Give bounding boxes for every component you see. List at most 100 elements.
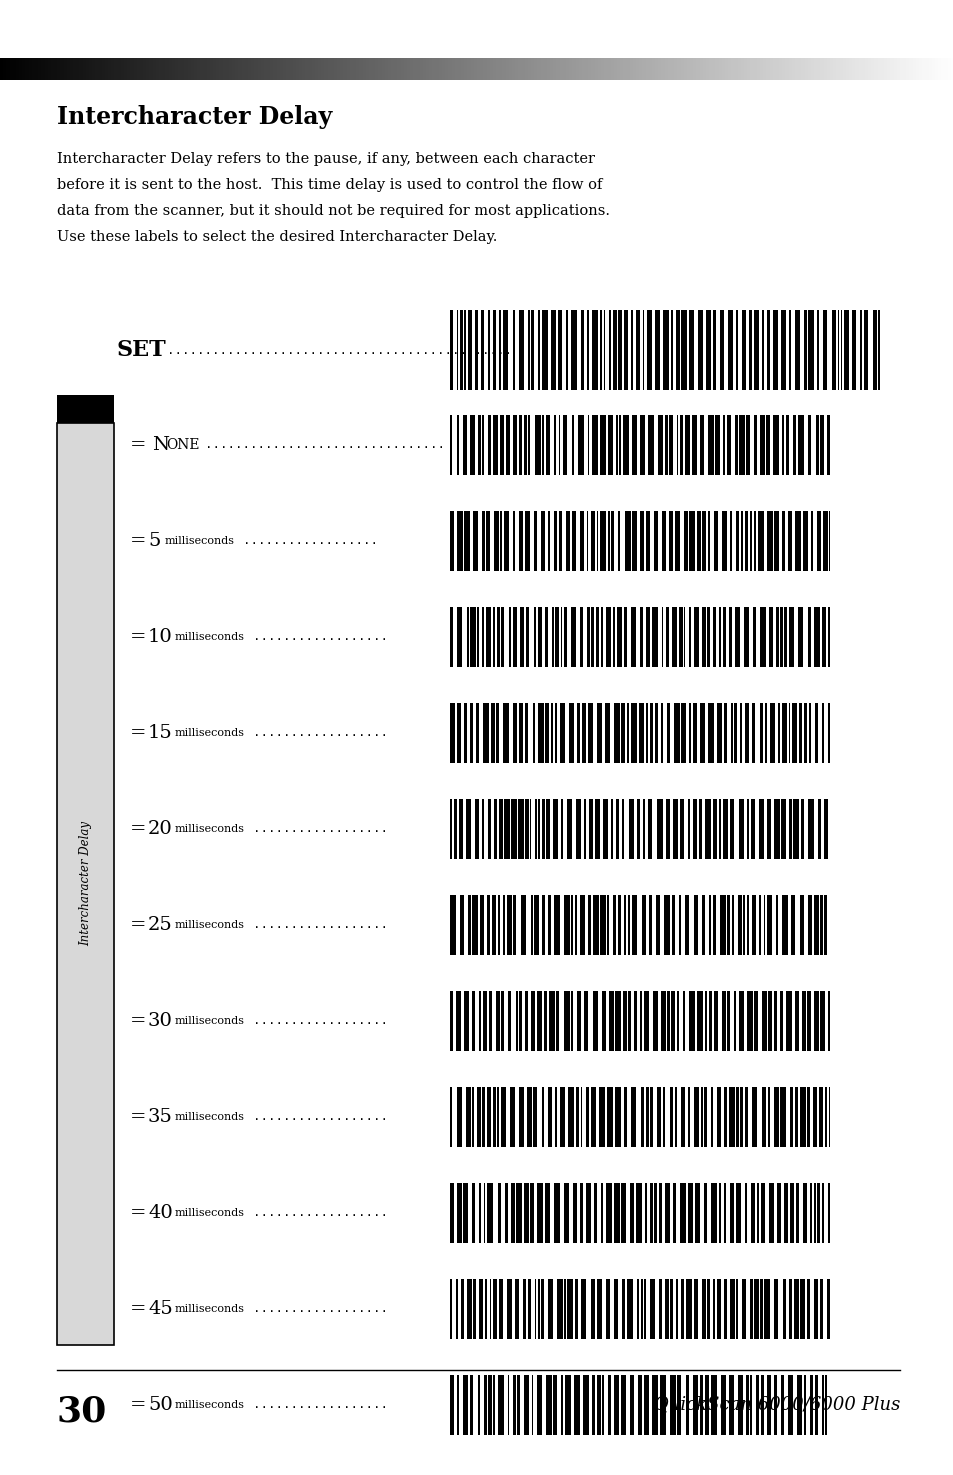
Bar: [645, 58, 649, 80]
Bar: [813, 608, 820, 667]
Bar: [547, 895, 551, 954]
Bar: [905, 58, 909, 80]
Bar: [609, 991, 613, 1052]
Bar: [722, 608, 725, 667]
Bar: [533, 1087, 537, 1148]
Bar: [751, 1183, 754, 1243]
Bar: [388, 58, 392, 80]
Bar: [688, 608, 691, 667]
Bar: [553, 799, 557, 858]
Bar: [207, 58, 211, 80]
Bar: [701, 510, 705, 571]
Bar: [534, 510, 537, 571]
Bar: [601, 991, 605, 1052]
Bar: [745, 414, 749, 475]
Bar: [589, 799, 593, 858]
Bar: [464, 58, 468, 80]
Bar: [740, 1087, 742, 1148]
Bar: [545, 414, 550, 475]
Bar: [719, 799, 720, 858]
Bar: [734, 991, 736, 1052]
Bar: [540, 58, 544, 80]
Bar: [54, 58, 58, 80]
Bar: [759, 895, 760, 954]
Bar: [586, 510, 587, 571]
Bar: [735, 1279, 737, 1339]
Bar: [654, 510, 657, 571]
Bar: [481, 310, 483, 389]
Bar: [744, 1087, 747, 1148]
Bar: [775, 608, 778, 667]
Bar: [683, 58, 687, 80]
Bar: [708, 991, 712, 1052]
Bar: [531, 310, 533, 389]
Bar: [541, 799, 544, 858]
Bar: [781, 510, 784, 571]
Bar: [802, 510, 807, 571]
Bar: [450, 991, 829, 1052]
Bar: [476, 1087, 480, 1148]
Bar: [260, 58, 265, 80]
Bar: [450, 310, 453, 389]
Bar: [705, 58, 709, 80]
Bar: [810, 58, 814, 80]
Bar: [475, 310, 477, 389]
Bar: [610, 799, 613, 858]
Bar: [864, 58, 868, 80]
Bar: [560, 1375, 562, 1435]
Bar: [753, 510, 756, 571]
Bar: [802, 1183, 805, 1243]
Bar: [534, 58, 537, 80]
Bar: [629, 1183, 634, 1243]
Bar: [456, 1087, 461, 1148]
Bar: [592, 414, 598, 475]
Bar: [140, 58, 144, 80]
Bar: [525, 799, 528, 858]
Bar: [655, 704, 658, 763]
Bar: [696, 58, 700, 80]
Bar: [571, 414, 574, 475]
Bar: [880, 58, 884, 80]
Bar: [794, 1279, 798, 1339]
Bar: [688, 310, 694, 389]
Bar: [456, 414, 458, 475]
Bar: [687, 799, 689, 858]
Bar: [241, 58, 246, 80]
Bar: [463, 704, 466, 763]
Bar: [799, 704, 801, 763]
Bar: [372, 58, 375, 80]
Bar: [760, 414, 764, 475]
Bar: [674, 58, 678, 80]
Bar: [556, 991, 558, 1052]
Bar: [708, 58, 713, 80]
Text: before it is sent to the host.  This time delay is used to control the flow of: before it is sent to the host. This time…: [57, 178, 601, 192]
Bar: [365, 58, 370, 80]
Bar: [481, 608, 483, 667]
Bar: [51, 58, 55, 80]
Bar: [302, 58, 306, 80]
Bar: [466, 799, 471, 858]
Bar: [574, 895, 577, 954]
Bar: [200, 58, 204, 80]
Bar: [403, 58, 408, 80]
Bar: [822, 799, 827, 858]
Bar: [623, 608, 627, 667]
Bar: [545, 799, 549, 858]
Bar: [899, 58, 903, 80]
Bar: [407, 58, 411, 80]
Bar: [639, 991, 641, 1052]
Bar: [645, 704, 647, 763]
Bar: [57, 423, 113, 1345]
Bar: [572, 58, 576, 80]
Bar: [675, 1279, 678, 1339]
Bar: [937, 58, 942, 80]
Bar: [735, 1183, 740, 1243]
Bar: [761, 310, 763, 389]
Bar: [613, 1183, 619, 1243]
Bar: [821, 1375, 822, 1435]
Bar: [419, 58, 423, 80]
Bar: [720, 510, 726, 571]
Text: ..................: ..................: [253, 823, 388, 835]
Bar: [394, 58, 398, 80]
Bar: [934, 58, 938, 80]
